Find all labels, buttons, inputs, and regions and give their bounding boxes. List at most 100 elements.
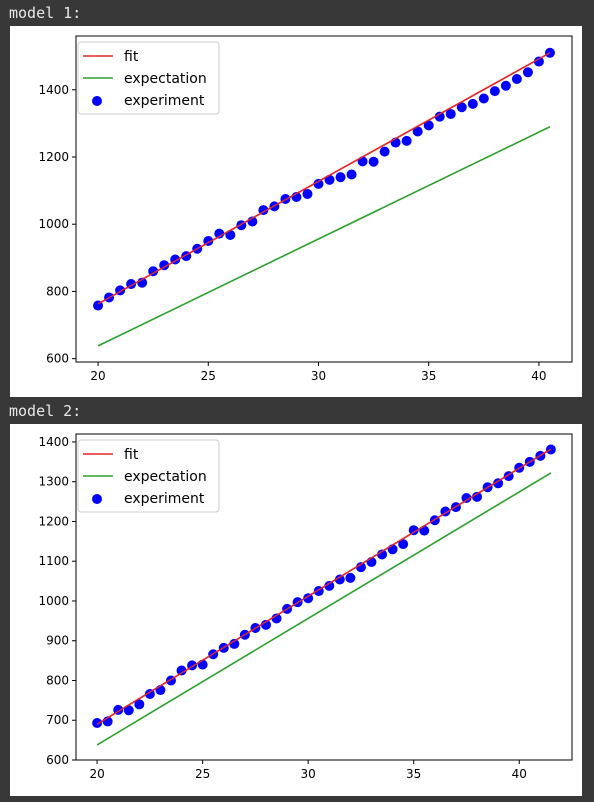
experiment-point <box>535 450 546 461</box>
experiment-point <box>461 493 472 504</box>
x-tick-label: 30 <box>301 767 316 781</box>
experiment-point <box>412 126 423 137</box>
legend-label-fit: fit <box>124 49 139 65</box>
experiment-point <box>134 699 145 710</box>
experiment-point <box>102 716 113 727</box>
experiment-point <box>334 574 345 585</box>
experiment-point <box>208 649 219 660</box>
experiment-point <box>355 562 366 573</box>
x-tick-label: 35 <box>406 767 421 781</box>
experiment-point <box>472 491 483 502</box>
experiment-point <box>292 597 303 608</box>
y-tick-label: 1000 <box>38 594 69 608</box>
axes-frame <box>75 433 573 761</box>
experiment-point <box>271 613 282 624</box>
legend-label-experiment: experiment <box>124 491 205 507</box>
series-fit-line-overlay <box>97 52 551 305</box>
experiment-point <box>514 462 525 473</box>
experiment-point <box>324 580 335 591</box>
experiment-point <box>377 549 388 560</box>
experiment-point <box>503 471 514 482</box>
y-tick-label: 900 <box>46 634 69 648</box>
experiment-point <box>445 108 456 119</box>
y-tick-label: 800 <box>46 284 69 298</box>
experiment-point <box>429 515 440 526</box>
experiment-point <box>176 665 187 676</box>
y-tick-label: 1200 <box>38 150 69 164</box>
experiment-point <box>434 111 445 122</box>
chart-model-1: 20 25 30 35 40 600 800 1000 1200 1400 fit expectati… <box>10 26 582 397</box>
experiment-point <box>335 172 346 183</box>
experiment-point <box>239 629 250 640</box>
figure-background <box>10 424 582 796</box>
experiment-point <box>478 93 489 104</box>
experiment-point <box>545 444 556 455</box>
experiment-point <box>419 525 430 536</box>
experiment-point <box>456 102 467 113</box>
experiment-point <box>197 659 208 670</box>
experiment-point <box>218 642 229 653</box>
experiment-point <box>214 228 225 239</box>
experiment-point <box>346 169 357 180</box>
experiment-point <box>313 586 324 597</box>
y-tick-label: 1200 <box>38 514 69 528</box>
experiment-point <box>345 572 356 583</box>
x-tick-label: 40 <box>512 767 527 781</box>
experiment-point <box>282 603 293 614</box>
y-tick-label: 700 <box>46 713 69 727</box>
experiment-point <box>408 525 419 536</box>
experiment-point <box>489 86 500 97</box>
experiment-point <box>500 80 511 91</box>
legend-label-expectation: expectation <box>124 71 207 87</box>
y-tick-label: 1100 <box>38 554 69 568</box>
experiment-point <box>493 478 504 489</box>
legend-marker-experiment <box>92 96 102 106</box>
experiment-point <box>113 704 124 715</box>
series-expectation-line <box>97 126 551 347</box>
experiment-point <box>467 98 478 109</box>
output-label-model-2: model 2: <box>9 402 82 420</box>
experiment-point <box>148 266 159 277</box>
experiment-point <box>144 689 155 700</box>
experiment-point <box>401 135 412 146</box>
experiment-point <box>324 174 335 185</box>
series-fit-line <box>96 448 552 725</box>
experiment-point <box>123 705 134 716</box>
experiment-point <box>302 188 313 199</box>
experiment-point <box>522 67 533 78</box>
y-tick-label: 1000 <box>38 217 69 231</box>
x-tick-label: 30 <box>311 369 326 383</box>
experiment-point <box>229 638 240 649</box>
experiment-point <box>524 456 535 467</box>
legend-label-expectation: expectation <box>124 469 207 485</box>
axes-frame <box>75 35 573 363</box>
experiment-point <box>482 482 493 493</box>
experiment-point <box>92 718 103 729</box>
series-fit-line-overlay <box>96 448 552 725</box>
legend-label-experiment: experiment <box>124 93 205 109</box>
legend-marker-experiment <box>92 494 102 504</box>
y-tick-label: 600 <box>46 352 69 366</box>
x-tick-label: 20 <box>89 767 104 781</box>
legend-box <box>77 439 220 513</box>
x-tick-label: 25 <box>195 767 210 781</box>
y-tick-label: 1300 <box>38 475 69 489</box>
experiment-point <box>387 544 398 555</box>
y-tick-label: 1400 <box>38 435 69 449</box>
experiment-point <box>368 156 379 167</box>
experiment-point <box>225 229 236 240</box>
experiment-point <box>366 557 377 568</box>
x-tick-label: 20 <box>90 369 105 383</box>
series-expectation-line <box>96 472 552 746</box>
experiment-point <box>533 56 544 67</box>
experiment-point <box>398 539 409 550</box>
y-tick-label: 600 <box>46 753 69 767</box>
y-tick-label: 800 <box>46 673 69 687</box>
experiment-point <box>313 178 324 189</box>
x-tick-label: 35 <box>421 369 436 383</box>
experiment-point <box>260 619 271 630</box>
experiment-point <box>155 685 166 696</box>
experiment-point <box>450 502 461 513</box>
x-tick-label: 40 <box>531 369 546 383</box>
output-label-model-1: model 1: <box>9 4 82 22</box>
